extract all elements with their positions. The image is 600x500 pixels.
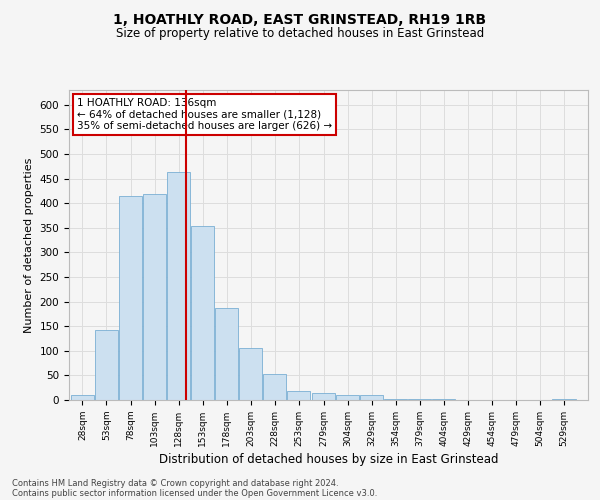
Bar [191,226,214,400]
Bar [384,398,407,400]
Text: 1, HOATHLY ROAD, EAST GRINSTEAD, RH19 1RB: 1, HOATHLY ROAD, EAST GRINSTEAD, RH19 1R… [113,12,487,26]
Text: Contains public sector information licensed under the Open Government Licence v3: Contains public sector information licen… [12,488,377,498]
Bar [71,395,94,400]
Text: 1 HOATHLY ROAD: 136sqm
← 64% of detached houses are smaller (1,128)
35% of semi-: 1 HOATHLY ROAD: 136sqm ← 64% of detached… [77,98,332,131]
Text: Size of property relative to detached houses in East Grinstead: Size of property relative to detached ho… [116,28,484,40]
Bar [432,399,455,400]
Bar [336,394,359,400]
X-axis label: Distribution of detached houses by size in East Grinstead: Distribution of detached houses by size … [159,453,498,466]
Y-axis label: Number of detached properties: Number of detached properties [24,158,34,332]
Bar [167,172,190,400]
Bar [239,348,262,400]
Bar [287,391,310,400]
Bar [143,194,166,400]
Bar [263,374,286,400]
Bar [95,330,118,400]
Bar [119,196,142,400]
Bar [215,308,238,400]
Bar [360,395,383,400]
Bar [408,399,431,400]
Bar [553,399,575,400]
Bar [312,393,335,400]
Text: Contains HM Land Registry data © Crown copyright and database right 2024.: Contains HM Land Registry data © Crown c… [12,478,338,488]
